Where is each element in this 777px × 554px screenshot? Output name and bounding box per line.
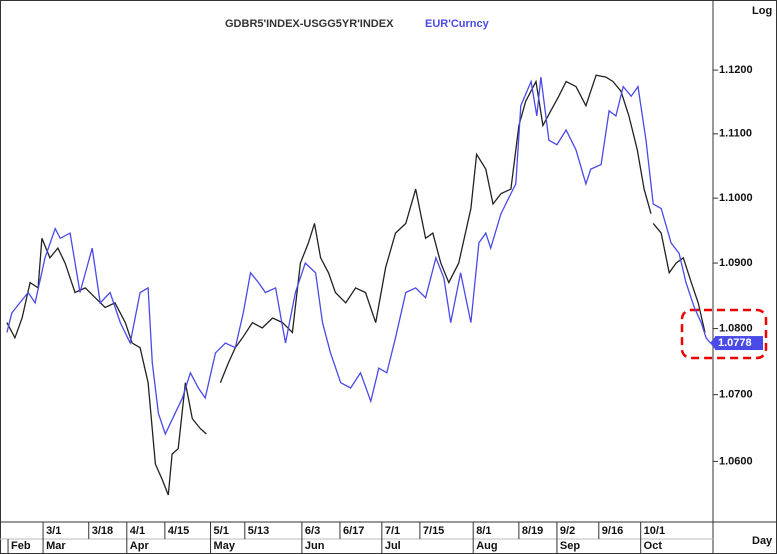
x-tick-label: 9/16: [602, 525, 623, 537]
y-tick-label: 1.0800: [719, 322, 753, 334]
x-tick-label: 4/1: [130, 525, 145, 537]
last-value-label: 1.0778: [718, 337, 752, 349]
last-value-box: [715, 336, 763, 351]
x-tick-label: 5/1: [214, 525, 229, 537]
x-tick-label: 3/18: [92, 525, 113, 537]
month-label: Sep: [560, 540, 580, 552]
y-tick-label: 1.0700: [719, 389, 753, 401]
x-tick-label: 5/13: [248, 525, 269, 537]
legend-entry: GDBR5'INDEX-USGG5YR'INDEX: [225, 18, 394, 30]
last-value-pointer: [710, 337, 715, 350]
x-tick-label: 10/1: [644, 525, 665, 537]
month-label: Jun: [305, 540, 325, 552]
x-axis-label: Day: [752, 535, 773, 547]
month-label: Jul: [385, 540, 401, 552]
y-tick-label: 1.1200: [719, 64, 753, 76]
x-tick-label: 9/2: [560, 525, 575, 537]
series-line: [6, 77, 711, 436]
y-tick-label: 1.1000: [719, 192, 753, 204]
x-tick-label: 6/17: [343, 525, 364, 537]
x-tick-label: 4/15: [168, 525, 189, 537]
legend-entry: EUR'Curncy: [425, 18, 490, 30]
x-tick-label: 8/19: [522, 525, 543, 537]
y-axis-label: Log: [752, 5, 772, 17]
x-tick-label: 3/1: [46, 525, 61, 537]
x-tick-label: 7/15: [423, 525, 444, 537]
y-tick-label: 1.0900: [719, 257, 753, 269]
x-tick-label: 8/1: [476, 525, 491, 537]
y-tick-label: 1.1100: [719, 128, 752, 140]
series-line: [6, 74, 706, 496]
month-label: Oct: [644, 540, 663, 552]
month-label: May: [214, 540, 236, 552]
month-label: Aug: [476, 540, 497, 552]
month-label: Feb: [11, 540, 31, 552]
highlight-box: [680, 308, 768, 360]
x-tick-label: 7/1: [385, 525, 400, 537]
month-label: Apr: [130, 540, 150, 552]
x-tick-label: 6/3: [305, 525, 320, 537]
month-label: Mar: [46, 540, 66, 552]
y-tick-label: 1.0600: [719, 455, 753, 467]
